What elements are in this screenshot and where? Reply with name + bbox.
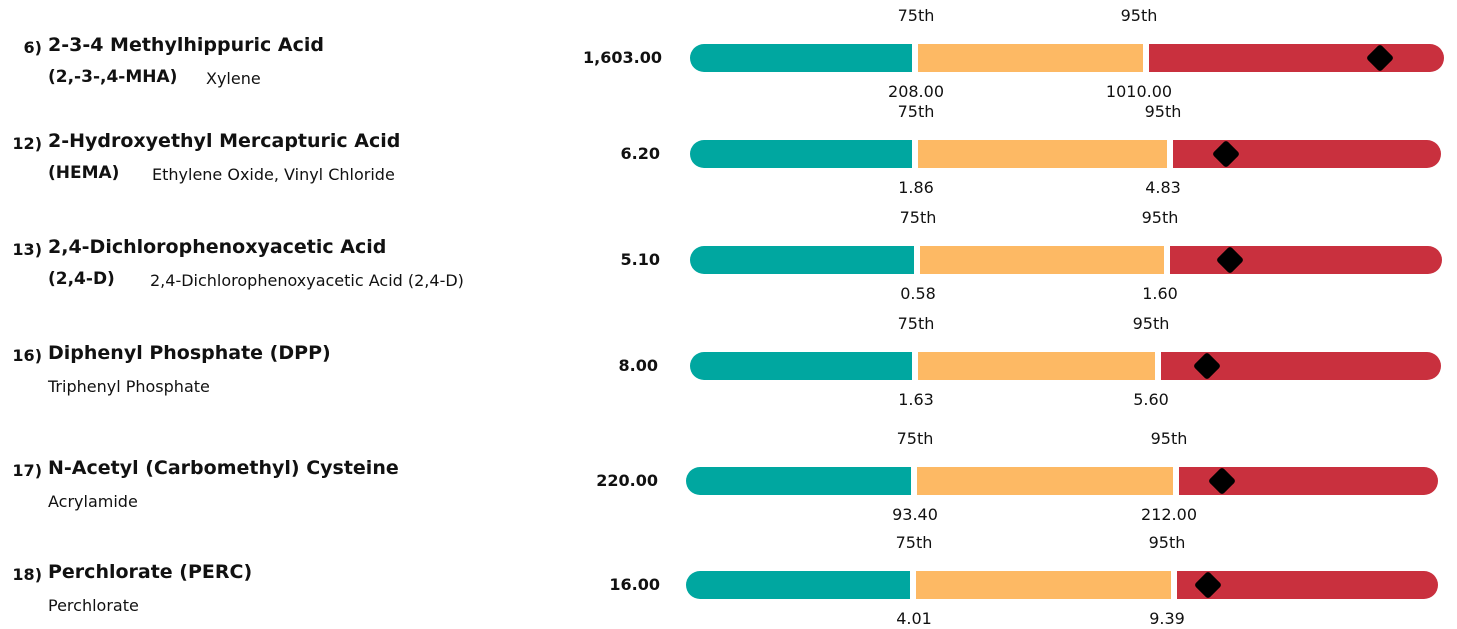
percentile-75-value: 0.58 xyxy=(900,284,936,303)
percentile-95-label: 95th xyxy=(1120,6,1158,25)
percentile-95-value: 1010.00 xyxy=(1105,82,1173,101)
analyte-abbreviation: (2,-3-,4-MHA) xyxy=(48,67,178,87)
bar-segment-mid xyxy=(917,467,1173,495)
analyte-source: Ethylene Oxide, Vinyl Chloride xyxy=(152,165,395,184)
analyte-source: Xylene xyxy=(206,69,261,88)
percentile-95-value: 212.00 xyxy=(1141,505,1197,524)
bar-segment-high xyxy=(1149,44,1444,72)
bar-segment-mid xyxy=(920,246,1164,274)
analyte-row: 16) Diphenyl Phosphate (DPP) Triphenyl Pho… xyxy=(0,0,1457,409)
bar-segment-low xyxy=(690,140,912,168)
analyte-number: 6) xyxy=(23,38,42,57)
analyte-number: 18) xyxy=(12,565,42,584)
percentile-75-label: 75th xyxy=(899,208,937,227)
analyte-name: 2,4-Dichlorophenoxyacetic Acid xyxy=(48,236,387,258)
percentile-75-value: 4.01 xyxy=(896,609,932,628)
range-bar xyxy=(690,246,1442,274)
bar-segment-mid xyxy=(918,140,1167,168)
percentile-75-label: 75th xyxy=(897,6,935,25)
analyte-abbreviation: (HEMA) xyxy=(48,163,120,183)
bar-segment-high xyxy=(1170,246,1442,274)
percentile-95-label: 95th xyxy=(1141,208,1179,227)
percentile-75-value: 93.40 xyxy=(892,505,938,524)
analyte-number: 17) xyxy=(12,461,42,480)
analyte-name: N-Acetyl (Carbomethyl) Cysteine xyxy=(48,457,399,479)
analyte-source: 2,4-Dichlorophenoxyacetic Acid (2,4-D) xyxy=(150,271,464,290)
bar-segment-mid xyxy=(918,352,1155,380)
percentile-95-value: 5.60 xyxy=(1133,390,1169,409)
range-bar xyxy=(690,352,1441,380)
percentile-75-label: 75th xyxy=(897,314,935,333)
bar-segment-low xyxy=(686,571,910,599)
result-value: 5.10 xyxy=(620,250,660,269)
percentile-75-label: 75th xyxy=(895,533,933,552)
percentile-95-value: 9.39 xyxy=(1149,609,1185,628)
bar-segment-low xyxy=(686,467,911,495)
analyte-row: 17) N-Acetyl (Carbomethyl) Cysteine Acryla… xyxy=(0,0,1457,524)
result-value: 220.00 xyxy=(596,471,658,490)
percentile-95-value: 4.83 xyxy=(1145,178,1181,197)
percentile-75-value: 1.86 xyxy=(898,178,934,197)
result-value: 16.00 xyxy=(609,575,660,594)
bar-segment-low xyxy=(690,246,914,274)
analyte-row: 13) 2,4-Dichlorophenoxyacetic Acid (2,4-D)… xyxy=(0,0,1457,303)
range-bar xyxy=(686,467,1438,495)
analyte-number: 16) xyxy=(12,346,42,365)
bar-segment-low xyxy=(690,352,912,380)
percentile-75-label: 75th xyxy=(896,429,934,448)
range-bar xyxy=(690,140,1441,168)
analyte-abbreviation: (2,4-D) xyxy=(48,269,115,289)
result-value: 1,603.00 xyxy=(583,48,662,67)
bar-segment-low xyxy=(690,44,912,72)
bar-segment-mid xyxy=(916,571,1171,599)
analyte-name: Perchlorate (PERC) xyxy=(48,561,253,583)
percentile-95-label: 95th xyxy=(1148,533,1186,552)
analyte-number: 13) xyxy=(12,240,42,259)
range-bar xyxy=(690,44,1444,72)
analyte-name: 2-Hydroxyethyl Mercapturic Acid xyxy=(48,130,401,152)
percentile-75-label: 75th xyxy=(897,102,935,121)
range-bar xyxy=(686,571,1438,599)
percentile-95-label: 95th xyxy=(1144,102,1182,121)
percentile-95-label: 95th xyxy=(1150,429,1188,448)
percentile-75-value: 208.00 xyxy=(888,82,944,101)
analyte-name: 2-3-4 Methylhippuric Acid xyxy=(48,34,324,56)
percentile-75-value: 1.63 xyxy=(898,390,934,409)
result-value: 6.20 xyxy=(620,144,660,163)
analyte-name: Diphenyl Phosphate (DPP) xyxy=(48,342,331,364)
bar-segment-mid xyxy=(918,44,1143,72)
percentile-95-label: 95th xyxy=(1132,314,1170,333)
analyte-row: 6) 2-3-4 Methylhippuric Acid (2,-3-,4-MHA)… xyxy=(0,0,1457,101)
analyte-source: Perchlorate xyxy=(48,596,139,615)
analyte-number: 12) xyxy=(12,134,42,153)
analyte-source: Acrylamide xyxy=(48,492,138,511)
result-value: 8.00 xyxy=(618,356,658,375)
analyte-row: 12) 2-Hydroxyethyl Mercapturic Acid (HEMA)… xyxy=(0,0,1457,197)
percentile-95-value: 1.60 xyxy=(1142,284,1178,303)
analyte-source: Triphenyl Phosphate xyxy=(48,377,210,396)
